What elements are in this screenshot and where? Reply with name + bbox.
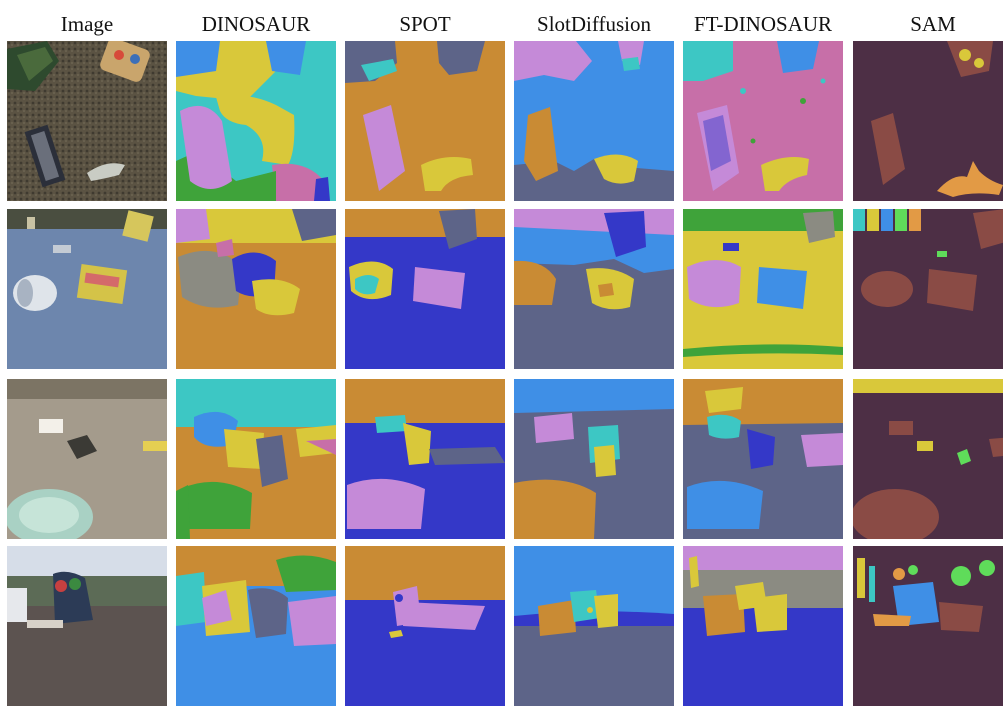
column-header-dinosaur: DINOSAUR <box>176 12 336 37</box>
row3-sam-mask <box>853 379 1003 539</box>
row1-slotdiffusion-mask <box>514 41 674 201</box>
row3-slotdiffusion-mask <box>514 379 674 539</box>
column-header-dinosaur-label: DINOSAUR <box>201 12 311 36</box>
row1-sam-mask <box>853 41 1003 201</box>
row3-spot-mask <box>345 379 505 539</box>
row3-dinosaur-mask <box>176 379 336 539</box>
row4-sam-mask <box>853 546 1003 706</box>
column-header-slotdiffusion: SlotDiffusion <box>537 12 651 36</box>
row2-ft-dinosaur-mask <box>683 209 843 369</box>
row1-spot-mask <box>345 41 505 201</box>
row2-sam-mask <box>853 209 1003 369</box>
row1-input-image <box>7 41 167 201</box>
row4-slotdiffusion-mask <box>514 546 674 706</box>
row1-ft-dinosaur-mask <box>683 41 843 201</box>
row3-input-image <box>7 379 167 539</box>
row2-input-image <box>7 209 167 369</box>
column-header-image: Image <box>60 12 114 36</box>
row4-dinosaur-mask <box>176 546 336 706</box>
column-header-spot: SPOT <box>345 12 505 37</box>
row4-spot-mask <box>345 546 505 706</box>
column-header-sam-label: SAM <box>910 12 956 36</box>
row4-ft-dinosaur-mask <box>683 546 843 706</box>
column-header-ft-dinosaur: FT-DINOSAUR <box>683 12 843 37</box>
row2-slotdiffusion-mask <box>514 209 674 369</box>
row2-dinosaur-mask <box>176 209 336 369</box>
row1-dinosaur-mask <box>176 41 336 201</box>
column-headers: Image DINOSAUR SPOT SlotDiffusion FT-DIN… <box>0 0 1003 40</box>
column-header-spot-label: SPOT <box>399 12 451 36</box>
row2-spot-mask <box>345 209 505 369</box>
row3-ft-dinosaur-mask <box>683 379 843 539</box>
column-header-sam: SAM <box>853 12 1003 37</box>
column-header-ft-dinosaur-label: FT-DINOSAUR <box>693 12 833 36</box>
row4-input-image <box>7 546 167 706</box>
